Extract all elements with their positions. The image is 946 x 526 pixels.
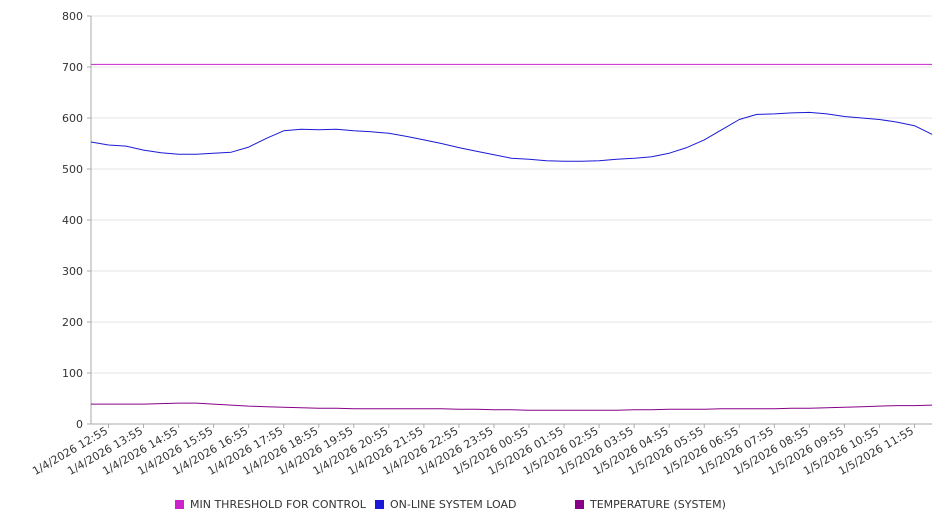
legend-label-min-threshold: MIN THRESHOLD FOR CONTROL (190, 498, 366, 511)
legend-swatch-temperature (575, 500, 584, 509)
series-lines (90, 63, 933, 411)
y-tick-label-400: 400 (62, 214, 83, 227)
series-line-temperature-system (91, 402, 933, 411)
y-tick-label-500: 500 (62, 163, 83, 176)
y-tick-label-300: 300 (62, 265, 83, 278)
axes (87, 15, 932, 428)
legend-item-min-threshold[interactable]: MIN THRESHOLD FOR CONTROL (175, 497, 366, 513)
y-tick-label-700: 700 (62, 61, 83, 74)
legend-swatch-system-load (375, 500, 384, 509)
y-axis-tick-labels: 0 100 200 300 400 500 600 700 800 (62, 10, 83, 431)
legend-item-temperature[interactable]: TEMPERATURE (SYSTEM) (575, 497, 726, 513)
y-tick-label-200: 200 (62, 316, 83, 329)
y-tick-label-800: 800 (62, 10, 83, 23)
series-line-on-line-system-load (90, 111, 933, 162)
legend-label-system-load: ON-LINE SYSTEM LOAD (390, 498, 517, 511)
x-axis-tick-labels: 1/4/2026 12:551/4/2026 13:551/4/2026 14:… (30, 424, 916, 478)
y-tick-label-0: 0 (76, 418, 83, 431)
y-tick-label-600: 600 (62, 112, 83, 125)
legend: MIN THRESHOLD FOR CONTROL ON-LINE SYSTEM… (0, 497, 946, 515)
gridlines (91, 15, 932, 374)
legend-item-system-load[interactable]: ON-LINE SYSTEM LOAD (375, 497, 516, 513)
legend-swatch-min-threshold (175, 500, 184, 509)
legend-label-temperature: TEMPERATURE (SYSTEM) (590, 498, 726, 511)
y-tick-label-100: 100 (62, 367, 83, 380)
